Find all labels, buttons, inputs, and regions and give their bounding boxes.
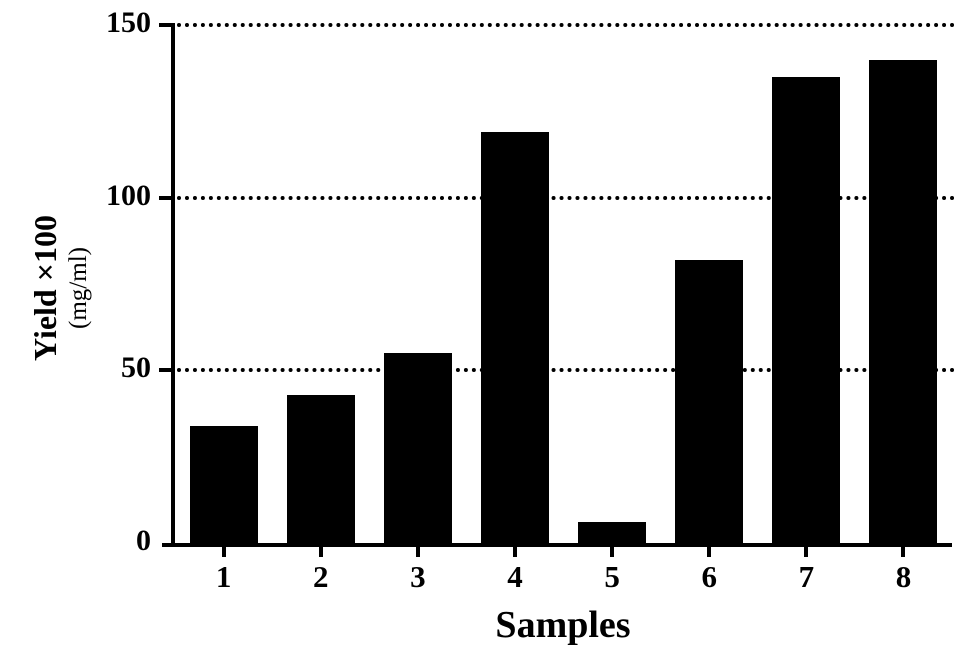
y-axis-title-main: Yield ×100 — [27, 215, 63, 361]
gridline-150 — [177, 23, 955, 27]
x-tick-label-6: 6 — [701, 559, 717, 594]
y-tick-label-150: 150 — [106, 6, 151, 39]
x-tick-label-2: 2 — [312, 559, 329, 594]
gridline-50 — [177, 368, 955, 373]
y-tick-100 — [159, 195, 172, 200]
x-axis-title: Samples — [495, 604, 631, 646]
bar-sample-8 — [869, 59, 938, 543]
y-axis-title-units: (mg/ml) — [65, 247, 92, 329]
x-tick-label-5: 5 — [604, 559, 620, 594]
bar-sample-2 — [286, 394, 355, 543]
y-tick-label-0: 0 — [136, 524, 151, 557]
x-tick-label-7: 7 — [798, 559, 815, 594]
bar-sample-6 — [675, 259, 744, 543]
x-tick-2 — [318, 547, 323, 557]
bar-sample-3 — [383, 353, 452, 543]
x-tick-label-4: 4 — [507, 559, 523, 594]
y-tick-label-100: 100 — [106, 178, 151, 212]
bar-sample-4 — [480, 132, 549, 543]
y-tick-label-50: 50 — [121, 351, 151, 385]
x-tick-1 — [221, 547, 226, 557]
y-tick-50 — [159, 368, 172, 373]
x-tick-label-3: 3 — [410, 559, 426, 594]
x-tick-5 — [610, 547, 615, 557]
y-axis-line — [171, 23, 175, 547]
x-tick-7 — [804, 547, 809, 557]
bar-sample-5 — [578, 522, 647, 543]
x-tick-4 — [512, 547, 517, 557]
bar-sample-7 — [772, 76, 841, 543]
x-tick-8 — [901, 547, 906, 557]
x-tick-label-8: 8 — [895, 559, 912, 594]
bar-sample-1 — [189, 425, 258, 543]
x-tick-3 — [415, 547, 420, 557]
plot-area: 0 50 100 150 1 2 3 4 5 6 7 8 — [106, 7, 955, 594]
x-tick-6 — [707, 547, 712, 557]
y-axis-title: Yield ×100 (mg/ml) — [26, 215, 94, 361]
y-tick-150 — [159, 23, 172, 27]
x-axis-line — [162, 543, 952, 547]
gridline-100 — [177, 195, 955, 200]
x-tick-label-1: 1 — [215, 559, 232, 594]
